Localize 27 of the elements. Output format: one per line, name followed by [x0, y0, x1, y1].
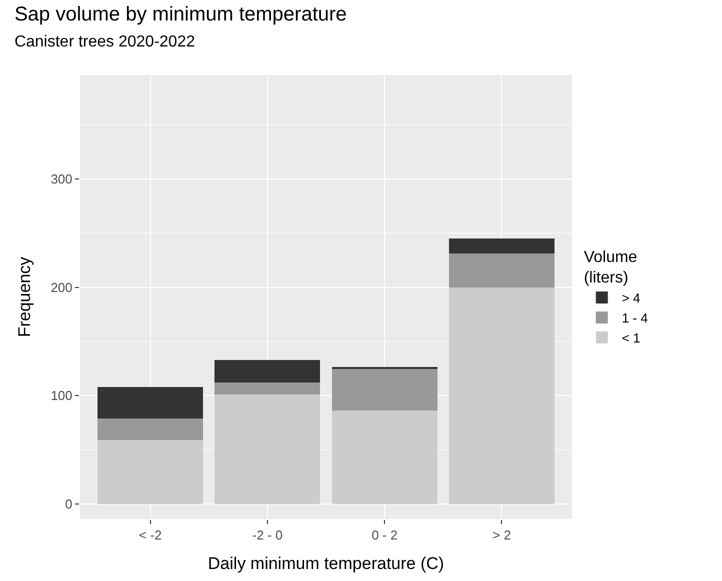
legend-label: 1 - 4: [622, 310, 648, 326]
bar: [214, 360, 320, 383]
bar: [98, 386, 203, 418]
legend-label: > 4: [622, 290, 640, 306]
bar: [449, 238, 554, 254]
legend-label: < 1: [622, 330, 640, 346]
y-tick-label: 200: [50, 280, 72, 295]
bar: [332, 368, 438, 411]
bar: [449, 254, 554, 288]
bar: [98, 418, 203, 440]
x-axis-title: Daily minimum temperature (C): [208, 554, 444, 573]
x-tick-label: < -2: [138, 528, 162, 543]
x-tick-label: 0 - 2: [372, 528, 398, 543]
legend-title: Volume (liters): [584, 248, 638, 287]
bar: [332, 410, 438, 504]
y-tick-label: 0: [65, 496, 72, 512]
y-tick-label: 300: [50, 172, 72, 187]
bar: [214, 394, 320, 504]
chart-title: Sap volume by minimum temperature: [14, 3, 347, 26]
bar: [214, 382, 320, 394]
x-tick-label: -2 - 0: [252, 528, 283, 543]
bar: [449, 287, 554, 504]
y-tick-label: 100: [50, 388, 72, 404]
chart-subtitle: Canister trees 2020-2022: [14, 33, 196, 50]
y-axis-title: Frequency: [15, 256, 34, 338]
bar: [98, 440, 203, 504]
x-tick-label: > 2: [492, 528, 511, 543]
